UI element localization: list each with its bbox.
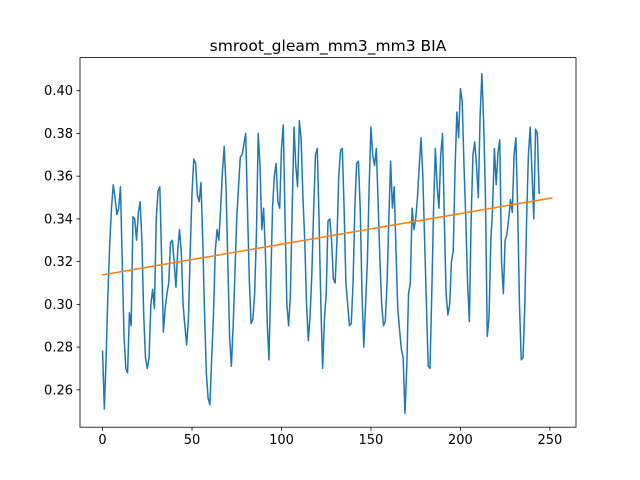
- y-tick-label: 0.28: [44, 341, 73, 356]
- y-tick-label: 0.40: [44, 84, 73, 99]
- x-axis: 0 50 100 150 200 250: [98, 427, 562, 448]
- y-tick-label: 0.34: [44, 212, 73, 227]
- x-tick-label: 100: [269, 433, 294, 448]
- y-tick-label: 0.36: [44, 170, 73, 185]
- x-tick-label: 150: [359, 433, 384, 448]
- y-axis: 0.26 0.28 0.30 0.32 0.34 0.36 0.38 0.40: [44, 84, 80, 398]
- chart-title: smroot_gleam_mm3_mm3 BIA: [210, 37, 447, 56]
- y-tick-label: 0.26: [44, 383, 73, 398]
- x-tick-label: 50: [184, 433, 201, 448]
- axes-frame: [79, 57, 577, 428]
- y-tick-label: 0.32: [44, 255, 73, 270]
- series-line-2: [101, 197, 553, 276]
- x-tick-label: 200: [448, 433, 473, 448]
- x-tick-label: 250: [537, 433, 562, 448]
- plot-area: [79, 57, 577, 428]
- x-tick-label: 0: [98, 433, 106, 448]
- y-tick-label: 0.30: [44, 298, 73, 313]
- series-line-1: [101, 72, 540, 415]
- y-tick-label: 0.38: [44, 127, 73, 142]
- series-layer: [101, 72, 553, 415]
